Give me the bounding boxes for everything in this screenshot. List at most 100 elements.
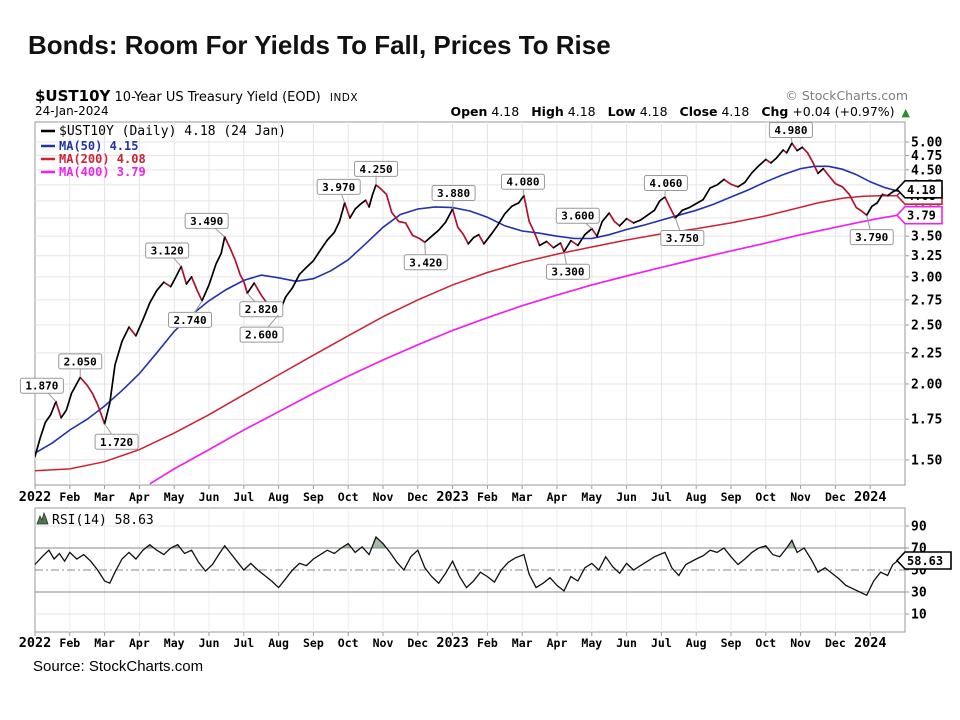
source-note: Source: StockCharts.com: [33, 658, 204, 675]
svg-text:Sep: Sep: [721, 636, 742, 650]
svg-text:4.50: 4.50: [911, 163, 942, 178]
svg-text:MA(400) 3.79: MA(400) 3.79: [59, 165, 146, 179]
price-callout: 4.18: [895, 179, 943, 199]
svg-text:RSI(14) 58.63: RSI(14) 58.63: [52, 513, 154, 528]
svg-text:Mar: Mar: [512, 490, 533, 504]
svg-text:May: May: [164, 490, 185, 504]
svg-text:4.250: 4.250: [359, 163, 392, 176]
svg-text:Apr: Apr: [547, 490, 568, 504]
svg-text:2022: 2022: [19, 635, 52, 651]
svg-text:Mar: Mar: [94, 636, 115, 650]
svg-text:4.060: 4.060: [649, 177, 682, 190]
price-series-down: [55, 142, 889, 425]
svg-text:Aug: Aug: [268, 636, 289, 650]
svg-text:3.79: 3.79: [907, 209, 936, 223]
svg-text:Jun: Jun: [199, 490, 220, 504]
svg-text:Aug: Aug: [268, 490, 289, 504]
annotation-label: [58, 353, 103, 370]
svg-text:Apr: Apr: [547, 636, 568, 650]
svg-text:Mar: Mar: [94, 490, 115, 504]
svg-text:Nov: Nov: [790, 490, 811, 504]
svg-text:58.63: 58.63: [907, 554, 943, 568]
svg-text:30: 30: [911, 586, 927, 601]
svg-text:Oct: Oct: [338, 636, 359, 650]
page-title: Bonds: Room For Yields To Fall, Prices T…: [28, 30, 611, 60]
open-label: Open: [450, 104, 488, 119]
svg-text:May: May: [581, 490, 602, 504]
annotation-label: [145, 242, 190, 259]
svg-text:2.75: 2.75: [911, 293, 942, 308]
svg-text:Feb: Feb: [59, 490, 80, 504]
svg-text:2.050: 2.050: [64, 355, 97, 368]
svg-text:3.970: 3.970: [322, 181, 355, 194]
svg-text:Feb: Feb: [59, 636, 80, 650]
svg-text:1.870: 1.870: [25, 380, 58, 393]
svg-text:1.720: 1.720: [100, 436, 133, 449]
open-value: 4.18: [491, 104, 520, 119]
svg-text:2024: 2024: [854, 489, 887, 505]
chg-value: +0.04 (+0.97%): [792, 104, 895, 119]
svg-text:Jul: Jul: [233, 636, 254, 650]
svg-text:3.00: 3.00: [911, 270, 942, 285]
main-price-panel: 1.50 1.75 2.00 2.25 2.50 2.75 3.00 3.25 3.50 3.75…: [34, 121, 942, 489]
rsi-line: [34, 535, 899, 597]
svg-text:3.50: 3.50: [911, 230, 942, 245]
annotation-label: [94, 433, 139, 450]
annotation-label: [500, 173, 545, 190]
svg-text:Sep: Sep: [303, 490, 324, 504]
x-axis-labels-rsi: 2022 Feb Mar Apr May Jun Jul Aug Sep Oct Nov Dec 202…: [19, 635, 887, 651]
svg-text:1.75: 1.75: [911, 413, 942, 428]
svg-text:Oct: Oct: [755, 490, 776, 504]
annotation-label: [849, 229, 894, 246]
svg-text:Dec: Dec: [407, 490, 428, 504]
x-axis-labels-main: 2022 Feb Mar Apr May Jun Jul Aug Sep Oct Nov Dec 202…: [19, 489, 887, 505]
svg-text:90: 90: [911, 520, 927, 535]
annotation-label: [354, 160, 399, 177]
svg-text:1.50: 1.50: [911, 453, 942, 468]
svg-text:2024: 2024: [854, 635, 887, 651]
svg-text:MA(200) 4.08: MA(200) 4.08: [59, 152, 146, 166]
high-label: High: [531, 104, 564, 119]
annotation-label: [239, 301, 284, 318]
svg-text:Jun: Jun: [616, 490, 637, 504]
svg-text:Jun: Jun: [199, 636, 220, 650]
svg-text:Oct: Oct: [338, 490, 359, 504]
chg-label: Chg: [761, 104, 789, 119]
svg-text:Feb: Feb: [477, 490, 498, 504]
svg-text:$UST10Y (Daily) 4.18 (24 Jan): $UST10Y (Daily) 4.18 (24 Jan): [59, 124, 286, 139]
annotation-label: [168, 311, 213, 328]
svg-text:Oct: Oct: [755, 636, 776, 650]
svg-text:3.880: 3.880: [437, 187, 470, 200]
up-arrow-icon: ▲: [901, 106, 910, 119]
high-value: 4.18: [567, 104, 596, 119]
annotation-label: [660, 229, 705, 246]
annotation-label: [184, 212, 229, 229]
svg-text:MA(50) 4.15: MA(50) 4.15: [59, 139, 138, 153]
svg-text:5.00: 5.00: [911, 136, 942, 151]
svg-text:3.300: 3.300: [551, 266, 584, 279]
svg-text:Jul: Jul: [651, 636, 672, 650]
indicator-icon: [36, 511, 49, 525]
svg-text:Nov: Nov: [373, 636, 394, 650]
svg-text:Aug: Aug: [686, 636, 707, 650]
svg-text:2022: 2022: [19, 489, 52, 505]
rsi-legend: RSI(14) 58.63: [36, 511, 154, 528]
ma400-line: [149, 214, 899, 485]
svg-text:Sep: Sep: [303, 636, 324, 650]
rsi-callout: 58.63: [895, 551, 952, 570]
svg-text:3.120: 3.120: [151, 245, 184, 258]
svg-text:Apr: Apr: [129, 636, 150, 650]
svg-text:2.50: 2.50: [911, 319, 942, 334]
svg-text:2.740: 2.740: [173, 314, 206, 327]
svg-text:4.080: 4.080: [506, 176, 539, 189]
svg-text:2.600: 2.600: [245, 329, 278, 342]
price-series-up: [35, 142, 899, 458]
chart-date: 24-Jan-2024: [35, 104, 109, 118]
legend: $UST10Y (Daily) 4.18 (24 Jan)MA(50) 4.15…: [41, 124, 286, 179]
svg-text:Aug: Aug: [686, 490, 707, 504]
annotation-label: [239, 326, 284, 343]
svg-text:2.25: 2.25: [911, 346, 942, 361]
svg-text:May: May: [581, 636, 602, 650]
annotation-label: [768, 122, 813, 139]
